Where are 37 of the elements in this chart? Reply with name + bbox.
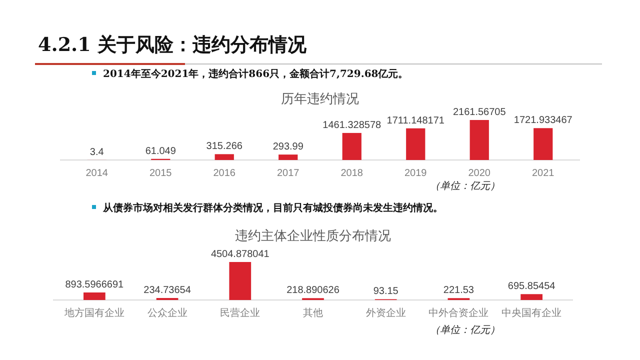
data-label: 221.53 [443, 285, 474, 296]
data-label: 93.15 [373, 286, 399, 298]
x-tick-label: 2014 [86, 168, 108, 179]
data-label: 1711.148171 [386, 115, 445, 126]
x-tick-label: 2015 [150, 168, 172, 179]
x-tick-label: 民营企业 [220, 307, 260, 319]
x-tick-label: 公众企业 [147, 307, 188, 319]
data-label: 3.4 [90, 146, 104, 158]
x-tick-label: 2017 [277, 168, 300, 179]
data-label: 293.99 [272, 142, 304, 153]
text: 4.2.1 关于风险：违约分布情况 [38, 34, 308, 56]
data-label: 234.73654 [144, 285, 192, 296]
data-label: 61.049 [145, 146, 176, 157]
chart-title: 历年违约情况 [281, 92, 359, 107]
data-label: 218.890626 [286, 285, 340, 296]
chart-title: 违约主体企业性质分布情况 [235, 228, 391, 244]
x-tick-label: 2020 [468, 168, 491, 179]
data-label: 2161.56705 [452, 107, 506, 118]
x-tick-label: 2021 [532, 168, 555, 179]
data-label: 1461.328578 [322, 120, 382, 131]
x-tick-label: 2016 [213, 168, 236, 179]
x-tick-label: 外资企业 [366, 307, 406, 319]
x-tick-label: 2018 [340, 168, 364, 179]
text: （单位：亿元） [430, 324, 500, 336]
text: 从债券市场对相关发行群体分类情况，目前只有城投债券尚未发生违约情况。 [102, 202, 443, 214]
x-tick-label: 地方国有企业 [63, 307, 124, 319]
data-label: 4504.878041 [210, 249, 270, 260]
x-tick-label: 其他 [303, 307, 323, 319]
data-label: 695.85454 [508, 281, 556, 292]
data-label: 893.5966691 [65, 279, 124, 290]
text: 2014年至今2021年，违约合计866只，金额合计7,729.68亿元。 [103, 68, 408, 80]
data-label: 315.266 [206, 141, 243, 152]
x-tick-label: 2019 [404, 168, 428, 179]
data-label: 1721.933467 [514, 115, 573, 126]
x-tick-label: 中外合资企业 [428, 307, 489, 319]
text: （单位：亿元） [430, 180, 500, 192]
x-tick-label: 中央国有企业 [502, 307, 562, 319]
